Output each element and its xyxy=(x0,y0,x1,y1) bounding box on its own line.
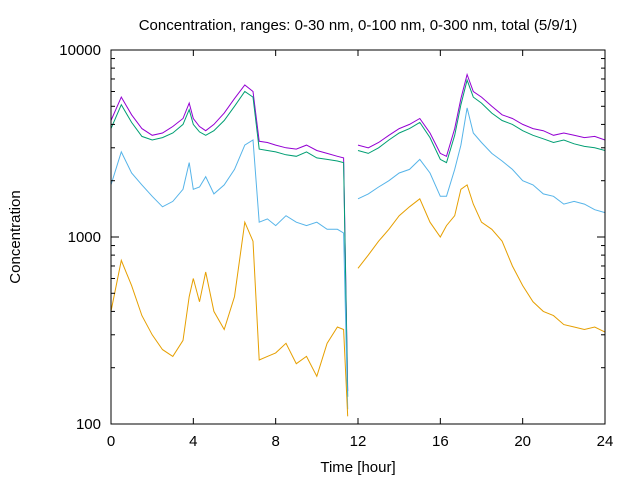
y-axis-label: Concentration xyxy=(7,190,24,283)
series-line-2 xyxy=(110,78,606,397)
x-axis: 0 4 8 12 16 20 24 xyxy=(107,50,614,450)
x-tick-label: 0 xyxy=(107,433,115,450)
y-tick-label: 10000 xyxy=(59,42,101,59)
x-tick-label: 4 xyxy=(189,433,197,450)
x-tick-label: 12 xyxy=(350,433,367,450)
series-line-3 xyxy=(110,107,606,410)
x-tick-label: 24 xyxy=(597,433,614,450)
chart-title: Concentration, ranges: 0-30 nm, 0-100 nm… xyxy=(139,17,578,34)
x-tick-label: 20 xyxy=(514,433,531,450)
series-line-4 xyxy=(110,184,606,417)
series-line-1 xyxy=(110,72,606,392)
y-tick-label: 100 xyxy=(76,416,101,433)
x-axis-label: Time [hour] xyxy=(320,459,395,476)
y-tick-label: 1000 xyxy=(68,229,101,246)
x-tick-label: 16 xyxy=(432,433,449,450)
series-layer xyxy=(110,72,606,417)
x-tick-label: 8 xyxy=(271,433,279,450)
plot-area-frame xyxy=(110,49,606,425)
y-axis: 100 1000 10000 xyxy=(59,42,605,433)
